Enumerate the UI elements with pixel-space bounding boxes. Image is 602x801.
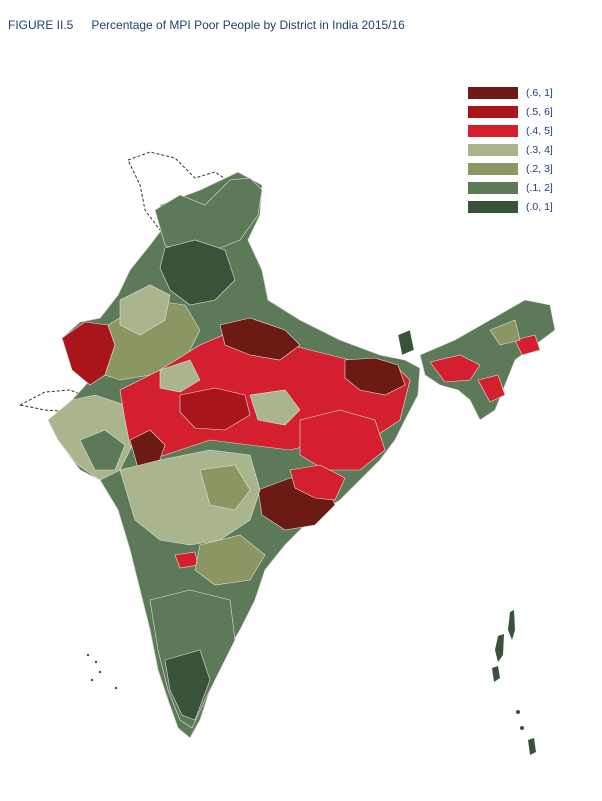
legend-swatch	[468, 105, 518, 118]
figure-title: Percentage of MPI Poor People by Distric…	[91, 18, 405, 32]
map-legend: (.6, 1] (.5, 6] (.4, 5] (.3, 4] (.2, 3] …	[468, 83, 553, 216]
central-light-patch	[249, 389, 301, 426]
legend-item: (.6, 1]	[468, 83, 553, 102]
northeast-region	[419, 299, 556, 421]
telangana-region	[194, 534, 266, 586]
legend-swatch	[468, 86, 518, 99]
up-dark-region	[219, 317, 301, 361]
northeast-red-region	[429, 354, 481, 383]
legend-swatch	[468, 181, 518, 194]
legend-swatch	[468, 124, 518, 137]
gujarat-green-region	[79, 429, 126, 471]
rajasthan-light-region	[119, 284, 171, 336]
north-dark-region	[159, 239, 236, 306]
sikkim-region	[397, 329, 415, 356]
legend-item: (.1, 2]	[468, 178, 553, 197]
legend-swatch	[468, 143, 518, 156]
figure-header: FIGURE II.5 Percentage of MPI Poor Peopl…	[8, 18, 405, 32]
legend-label: (.2, 3]	[526, 162, 553, 175]
legend-label: (.1, 2]	[526, 181, 553, 194]
legend-label: (.5, 6]	[526, 105, 553, 118]
lakshadweep-islands	[86, 653, 118, 690]
south-dark-region	[164, 649, 211, 721]
legend-item: (.4, 5]	[468, 121, 553, 140]
jharkhand-region	[299, 409, 386, 471]
bihar-dark-region	[344, 357, 406, 396]
central-darkred-region	[179, 387, 251, 431]
legend-item: (.5, 6]	[468, 102, 553, 121]
legend-label: (.4, 5]	[526, 124, 553, 137]
odisha-red-region	[289, 464, 346, 501]
northeast-red-region-3	[514, 334, 541, 356]
legend-swatch	[468, 200, 518, 213]
andaman-nicobar-islands	[492, 610, 536, 755]
legend-label: (.0, 1]	[526, 200, 553, 213]
legend-label: (.6, 1]	[526, 86, 553, 99]
northeast-red-region-2	[477, 374, 506, 403]
figure-label: FIGURE II.5	[8, 18, 74, 32]
northeast-light-region	[489, 319, 521, 346]
central-light-patch-2	[159, 359, 201, 393]
legend-label: (.3, 4]	[526, 143, 553, 156]
mp-west-dark-region	[129, 429, 166, 469]
deccan-olive-region	[199, 464, 251, 511]
legend-item: (.2, 3]	[468, 159, 553, 178]
legend-item: (.3, 4]	[468, 140, 553, 159]
legend-swatch	[468, 162, 518, 175]
legend-item: (.0, 1]	[468, 197, 553, 216]
